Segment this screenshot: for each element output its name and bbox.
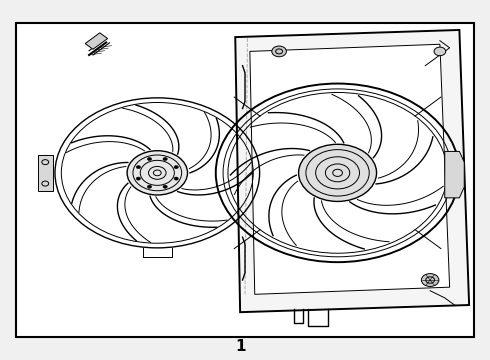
Circle shape — [174, 177, 178, 180]
Circle shape — [147, 157, 152, 161]
Circle shape — [421, 274, 439, 287]
Circle shape — [136, 166, 141, 169]
Circle shape — [147, 185, 152, 188]
Circle shape — [163, 157, 167, 161]
Circle shape — [272, 46, 287, 57]
Polygon shape — [445, 152, 464, 198]
Circle shape — [174, 166, 178, 169]
Circle shape — [298, 144, 376, 202]
FancyBboxPatch shape — [16, 23, 474, 337]
Polygon shape — [235, 30, 469, 312]
Text: 1: 1 — [235, 339, 245, 354]
Polygon shape — [38, 155, 52, 191]
Circle shape — [163, 185, 167, 188]
Circle shape — [136, 177, 141, 180]
Polygon shape — [85, 33, 108, 49]
Polygon shape — [250, 44, 450, 294]
Circle shape — [127, 151, 188, 195]
Circle shape — [434, 47, 446, 56]
